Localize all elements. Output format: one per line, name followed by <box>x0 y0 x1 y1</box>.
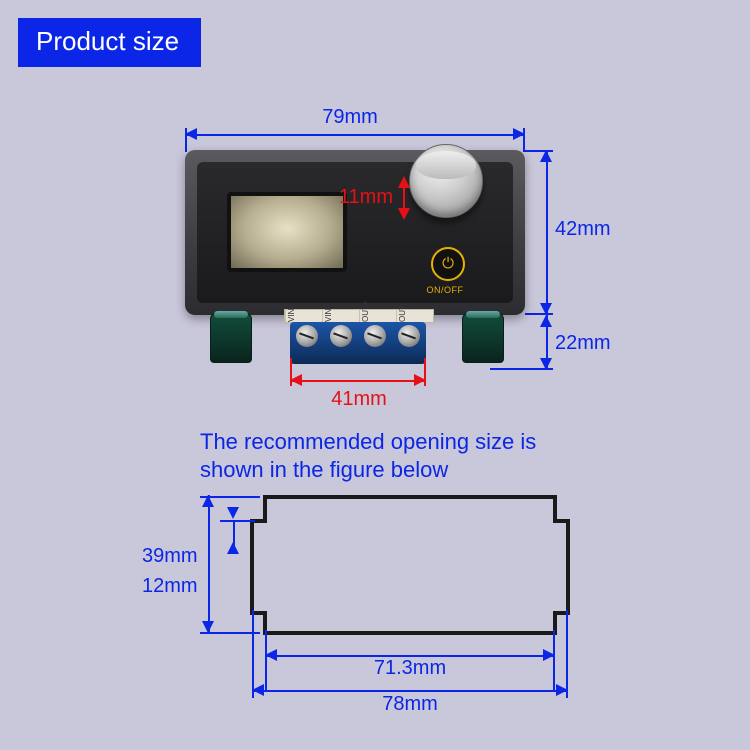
screw-icon <box>364 325 386 347</box>
power-label: ON/OFF <box>415 285 475 295</box>
dim-tick <box>290 358 292 386</box>
arrow-icon <box>398 176 410 188</box>
power-button-icon: ⏻ <box>431 247 465 281</box>
terminal-label: OUT- <box>396 310 433 322</box>
dim-tick <box>200 632 260 634</box>
dim-base-label: 22mm <box>555 332 611 355</box>
device-face: ⏻ ON/OFF 11mm <box>197 162 513 303</box>
dim-line <box>208 495 210 633</box>
arrow-icon <box>540 315 552 327</box>
dim-cutout-notch: 12mm <box>142 575 198 598</box>
terminal-label-strip: VIN+ VIN- OUT+ OUT- <box>284 309 434 323</box>
arrow-icon <box>398 208 410 220</box>
cutout-diagram: 39mm 12mm 71.3mm 78mm <box>170 495 600 725</box>
cutout-caption: The recommended opening size is shown in… <box>200 428 600 483</box>
dim-tick <box>490 368 553 370</box>
dim-line <box>252 690 568 692</box>
dim-cutout-height: 39mm <box>142 545 198 568</box>
dim-width-label: 79mm <box>300 106 400 129</box>
device-diagram: 79mm 42mm 22mm ⏻ ON/OFF 11mm VIN+ VIN- O… <box>150 100 610 420</box>
lcd-screen <box>227 192 347 272</box>
dim-tick <box>523 128 525 152</box>
device-body: ⏻ ON/OFF 11mm <box>185 150 525 315</box>
dim-inner-width: 71.3mm <box>365 657 455 680</box>
dim-terminal-label: 41mm <box>324 388 394 411</box>
arrow-icon <box>227 507 239 519</box>
dim-tick <box>185 128 187 152</box>
dim-tick <box>525 150 553 152</box>
dim-tick <box>265 630 267 690</box>
dim-tick <box>220 520 255 522</box>
dim-tick <box>252 610 254 698</box>
dim-tick <box>553 630 555 690</box>
dim-outer-width: 78mm <box>375 693 445 716</box>
capacitor-icon <box>210 313 252 363</box>
terminal-label: VIN- <box>322 310 359 322</box>
arrow-icon <box>227 542 239 554</box>
dim-line-height <box>546 150 548 315</box>
dim-line-terminal <box>290 380 426 382</box>
dim-tick <box>566 610 568 698</box>
dim-line-width <box>185 134 525 136</box>
rotary-knob <box>409 144 483 218</box>
terminal-label: VIN+ <box>285 310 322 322</box>
capacitor-icon <box>462 313 504 363</box>
dim-tick <box>424 358 426 386</box>
terminal-block <box>290 322 426 364</box>
screw-icon <box>296 325 318 347</box>
cutout-outline <box>250 495 570 635</box>
dim-knob-label: 11mm <box>339 186 393 209</box>
title-badge: Product size <box>18 18 201 67</box>
terminal-label: OUT+ <box>359 310 396 322</box>
pcb-underside: VIN+ VIN- OUT+ OUT- <box>222 313 492 368</box>
dim-height-label: 42mm <box>555 218 611 241</box>
dim-tick <box>200 496 260 498</box>
screw-icon <box>398 325 420 347</box>
screw-icon <box>330 325 352 347</box>
